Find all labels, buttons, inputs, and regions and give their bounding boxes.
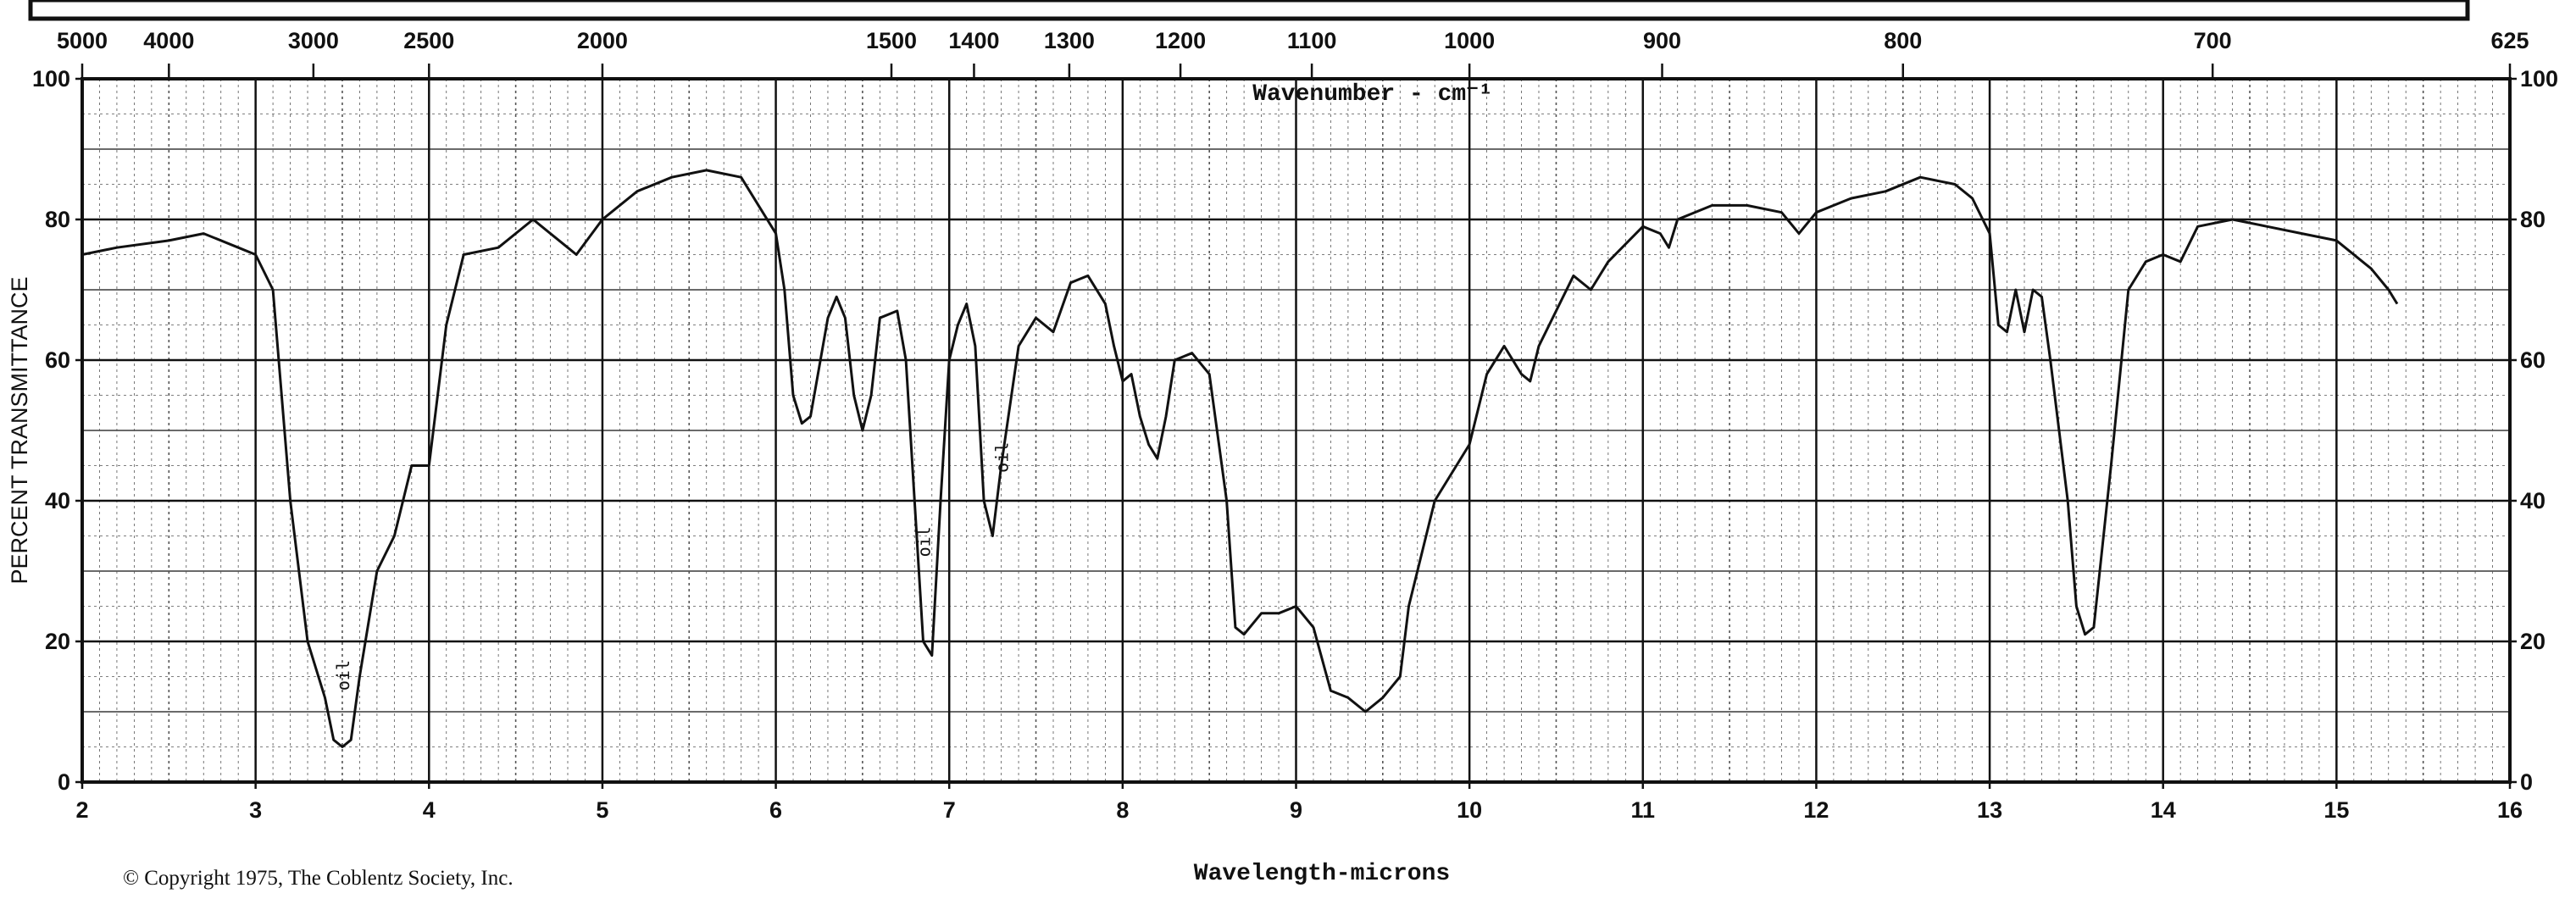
annotation: oil [992,442,1013,473]
y-tick-label: 20 [45,629,70,654]
x-tick-label: 10 [1457,797,1482,823]
y-tick-label: 60 [45,347,70,373]
top-axis-title: Wavenumber - cm⁻¹ [1252,81,1493,108]
y2-tick-label: 0 [2520,769,2533,795]
x2-tick-label: 1400 [948,28,999,53]
y2-tick-label: 20 [2520,629,2545,654]
y2-tick-label: 80 [2520,207,2545,232]
x2-tick-label: 5000 [57,28,108,53]
x-tick-label: 16 [2497,797,2523,823]
x2-tick-label: 625 [2490,28,2529,53]
x-tick-label: 8 [1116,797,1129,823]
x-tick-label: 14 [2151,797,2176,823]
y-tick-label: 100 [32,66,70,92]
x-tick-label: 7 [943,797,956,823]
x2-tick-label: 4000 [143,28,194,53]
y-axis-title: PERCENT TRANSMITTANCE [7,276,32,584]
x2-tick-label: 700 [2194,28,2232,53]
annotation: oil [333,660,353,691]
x-tick-label: 12 [1803,797,1829,823]
x-tick-label: 2 [75,797,88,823]
copyright: © Copyright 1975, The Coblentz Society, … [123,867,514,890]
x2-tick-label: 1100 [1287,28,1337,53]
x2-tick-label: 2000 [577,28,628,53]
y-tick-label: 0 [58,769,70,795]
annotation: oil [914,526,935,557]
x-tick-label: 6 [769,797,782,823]
top-bar [28,0,2470,21]
x2-tick-label: 1500 [866,28,917,53]
y-tick-label: 80 [45,207,70,232]
y-tick-label: 40 [45,488,70,513]
x-tick-label: 11 [1631,797,1656,823]
x-tick-label: 13 [1977,797,2002,823]
x2-tick-label: 900 [1643,28,1681,53]
spectrum-line [81,169,2399,748]
y2-tick-label: 60 [2520,347,2545,373]
y2-tick-label: 100 [2520,66,2558,92]
x-axis-title: Wavelength-microns [1194,861,1450,887]
x2-tick-label: 2500 [403,28,454,53]
x2-tick-label: 1200 [1155,28,1206,53]
x-tick-label: 3 [249,797,262,823]
x-tick-label: 5 [596,797,608,823]
x2-tick-label: 1000 [1444,28,1495,53]
y2-tick-label: 40 [2520,488,2545,513]
x2-tick-label: 3000 [288,28,339,53]
x-tick-label: 9 [1290,797,1302,823]
x2-tick-label: 800 [1884,28,1922,53]
x2-tick-label: 1300 [1044,28,1095,53]
x-tick-label: 4 [423,797,436,823]
x-tick-label: 15 [2323,797,2349,823]
